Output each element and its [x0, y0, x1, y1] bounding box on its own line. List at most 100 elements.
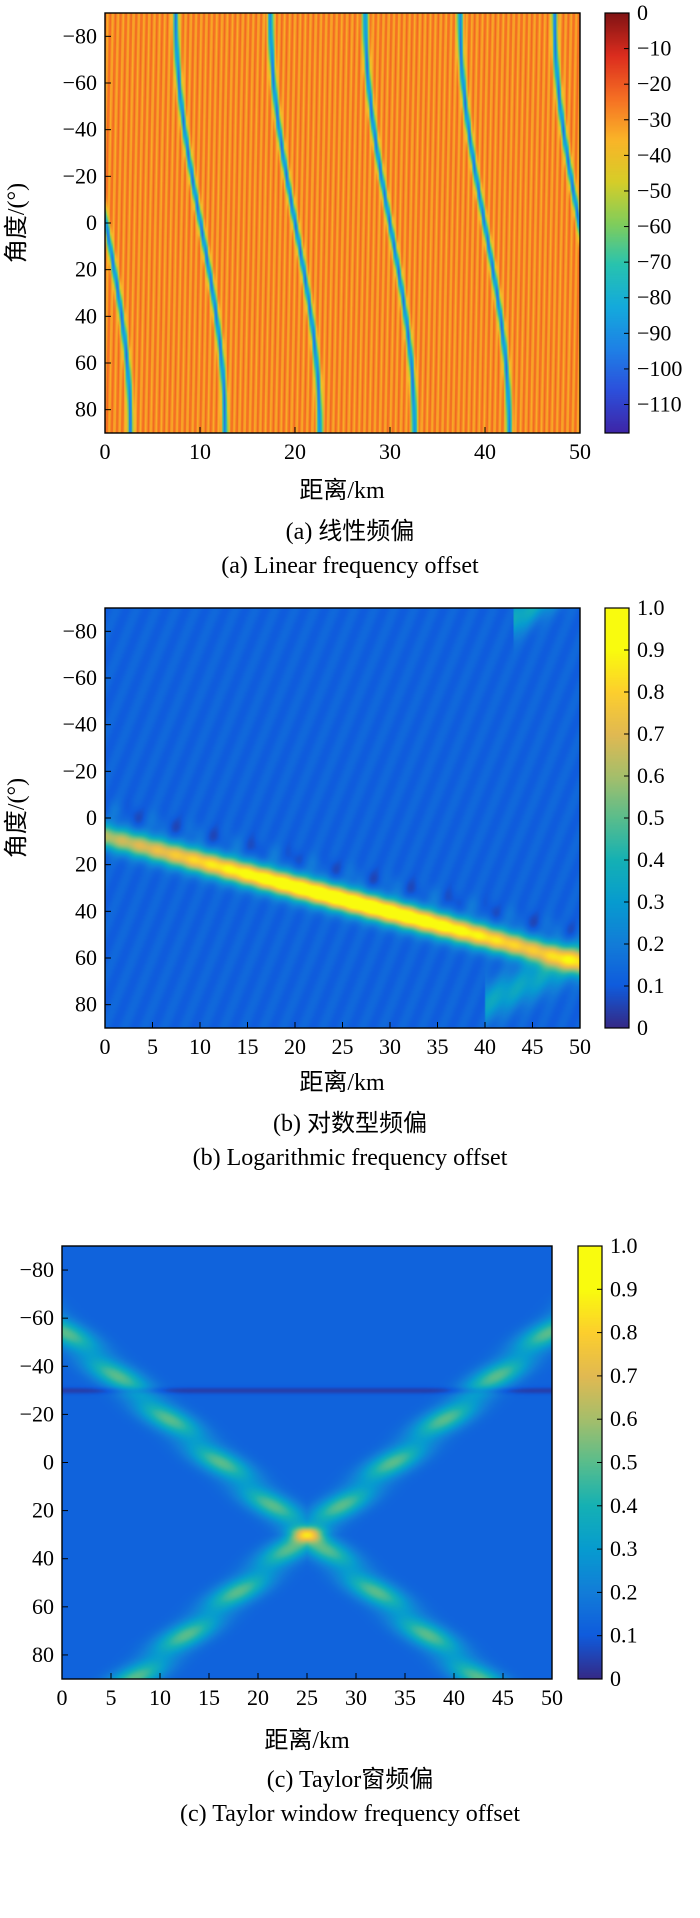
- x-tick-label: 10: [189, 1034, 211, 1059]
- colorbar-tick-label: −10: [637, 36, 671, 61]
- colorbar-tick-label: −60: [637, 214, 671, 239]
- heatmap-image-c: [62, 1246, 552, 1679]
- colorbar-tick-label: 0.3: [637, 889, 665, 914]
- y-tick-label: 20: [75, 852, 97, 877]
- colorbar-tick-label: 0.1: [610, 1623, 638, 1648]
- y-tick-label: −60: [63, 70, 97, 95]
- colorbar-tick-label: 0.7: [610, 1363, 638, 1388]
- panel-a: 0 10 20 30 40 50 −80 −60 −40 −20 0 20 40 60 80 0 −10 −20…: [0, 0, 700, 600]
- y-tick-label: −60: [20, 1305, 54, 1330]
- colorbar-tick-group-b: 1.0 0.9 0.8 0.7 0.6 0.5 0.4 0.3 0.2 0.1 0: [624, 595, 665, 1040]
- y-tick-label: 80: [75, 397, 97, 422]
- xlabel-holder-b: 距离/km: [299, 1069, 385, 1096]
- colorbar-tick-label: 0.2: [637, 931, 665, 956]
- colorbar-frame-a: [604, 12, 630, 434]
- y-tick-label: 0: [86, 805, 97, 830]
- y-tick-label: 60: [75, 945, 97, 970]
- y-tick-label: −60: [63, 665, 97, 690]
- y-tick-label: −40: [63, 117, 97, 142]
- colorbar-tick-label: 0.1: [637, 973, 665, 998]
- y-axis-title-b: 角度/(°): [3, 778, 30, 858]
- y-tick-label: 80: [75, 992, 97, 1017]
- xlabel-holder-c: 距离/km: [264, 1727, 350, 1754]
- y-tick-label: −20: [20, 1401, 54, 1426]
- y-tick-label: −20: [63, 163, 97, 188]
- x-tick-label: 20: [284, 439, 306, 464]
- x-tick-label: 50: [541, 1685, 563, 1710]
- x-tick-label: 45: [492, 1685, 514, 1710]
- heatmap-image-a: [105, 13, 580, 433]
- y-axis-title-a: 角度/(°): [3, 183, 30, 263]
- colorbar-tick-label: −30: [637, 107, 671, 132]
- colorbar-tick-label: 0: [637, 0, 648, 25]
- colorbar-tick-label: 0.8: [637, 679, 665, 704]
- colorbar-tick-label: 0.5: [637, 805, 665, 830]
- colorbar-a: [605, 13, 629, 433]
- colorbar-tick-label: −20: [637, 71, 671, 96]
- heatmap-image-b: [105, 608, 580, 1028]
- colorbar-tick-group-a: 0 −10 −20 −30 −40 −50 −60 −70 −80 −90 −100 −110: [624, 0, 682, 417]
- y-tick-label: −20: [63, 758, 97, 783]
- colorbar-tick-label: −100: [637, 356, 682, 381]
- x-tick-label: 10: [149, 1685, 171, 1710]
- caption-cn-b: (b) 对数型频偏: [273, 1111, 427, 1137]
- x-tick-label: 0: [100, 439, 111, 464]
- x-tick-label: 35: [394, 1685, 416, 1710]
- x-tick-label: 35: [427, 1034, 449, 1059]
- x-axis-title-b: 距离/km: [299, 1069, 385, 1096]
- y-tick-label: 20: [75, 257, 97, 282]
- y-tick-label: 60: [75, 350, 97, 375]
- colorbar-tick-label: −110: [637, 392, 682, 417]
- y-tick-label: −40: [63, 712, 97, 737]
- colorbar-tick-label: 1.0: [637, 595, 665, 620]
- colorbar-tick-label: 0: [637, 1015, 648, 1040]
- x-tick-label: 15: [237, 1034, 259, 1059]
- x-tick-label: 30: [379, 1034, 401, 1059]
- y-tick-label: −80: [20, 1257, 54, 1282]
- x-tick-label: 5: [147, 1034, 158, 1059]
- tick-group-c: 0 5 10 15 20 25 30 35 40 45 50 −80 −60 −40 −20 0 20 40 60 8…: [20, 1257, 563, 1710]
- y-tick-label: 40: [75, 898, 97, 923]
- x-tick-label: 20: [284, 1034, 306, 1059]
- caption-cn-a: (a) 线性频偏: [285, 519, 415, 545]
- x-tick-label: 0: [100, 1034, 111, 1059]
- x-tick-label: 25: [332, 1034, 354, 1059]
- colorbar-tick-label: 0.6: [637, 763, 665, 788]
- colorbar-tick-label: 0.6: [610, 1406, 638, 1431]
- x-tick-label: 30: [345, 1685, 367, 1710]
- caption-en-a: (a) Linear frequency offset: [221, 553, 479, 579]
- tick-group-b: 0 5 10 15 20 25 30 35 40 45 50 −80 −60 −40 −20 0 20 40 60 8…: [63, 618, 591, 1059]
- colorbar-tick-label: −40: [637, 142, 671, 167]
- chart-a: 0 10 20 30 40 50 −80 −60 −40 −20 0 20 40 60 80 0 −10 −20…: [3, 0, 682, 464]
- x-axis-title-c: 距离/km: [264, 1727, 350, 1754]
- x-tick-label: 40: [443, 1685, 465, 1710]
- panel-b: 0 5 10 15 20 25 30 35 40 45 50 −80 −60 −40 −20 0 20 40 60 8…: [0, 595, 700, 1200]
- colorbar-tick-label: −70: [637, 249, 671, 274]
- chart-b: 0 5 10 15 20 25 30 35 40 45 50 −80 −60 −40 −20 0 20 40 60 8…: [3, 595, 665, 1059]
- colorbar-tick-label: 0.8: [610, 1320, 638, 1345]
- xlabel-holder-a: 距离/km: [299, 477, 385, 504]
- colorbar-tick-label: 0: [610, 1666, 621, 1691]
- x-tick-label: 0: [57, 1685, 68, 1710]
- y-tick-label: 80: [32, 1642, 54, 1667]
- colorbar-tick-label: 0.5: [610, 1450, 638, 1475]
- colorbar-tick-group-c: 1.0 0.9 0.8 0.7 0.6 0.5 0.4 0.3 0.2 0.1 0: [597, 1233, 638, 1691]
- colorbar-tick-label: 0.9: [637, 637, 665, 662]
- colorbar-tick-label: 0.3: [610, 1536, 638, 1561]
- colorbar-tick-label: 0.4: [610, 1493, 638, 1518]
- colorbar-tick-label: −90: [637, 320, 671, 345]
- y-tick-label: −40: [20, 1353, 54, 1378]
- x-tick-label: 25: [296, 1685, 318, 1710]
- x-tick-label: 40: [474, 439, 496, 464]
- x-tick-label: 50: [569, 1034, 591, 1059]
- y-tick-label: 40: [75, 303, 97, 328]
- y-tick-label: 0: [86, 210, 97, 235]
- y-tick-label: −80: [63, 23, 97, 48]
- colorbar-tick-label: 0.2: [610, 1579, 638, 1604]
- tick-group-a: 0 10 20 30 40 50 −80 −60 −40 −20 0 20 40 60 80: [63, 23, 591, 464]
- caption-en-b: (b) Logarithmic frequency offset: [192, 1145, 508, 1171]
- colorbar-tick-label: 0.9: [610, 1276, 638, 1301]
- x-axis-title-a: 距离/km: [299, 477, 385, 504]
- y-tick-label: 40: [32, 1546, 54, 1571]
- x-tick-label: 5: [106, 1685, 117, 1710]
